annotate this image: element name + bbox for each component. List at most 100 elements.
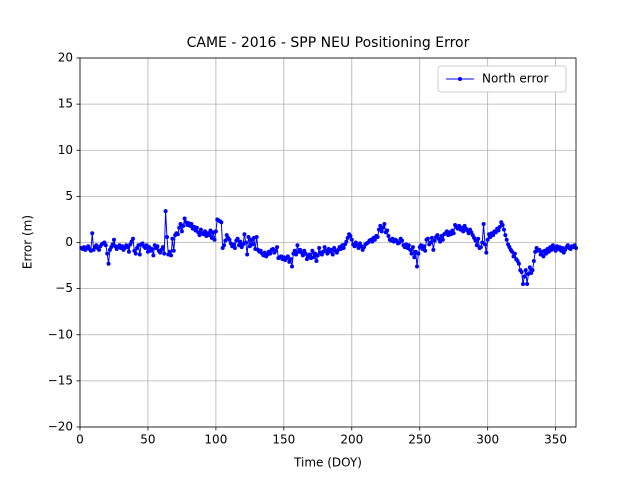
- data-point: [125, 245, 130, 250]
- data-point: [429, 235, 434, 240]
- y-tick-label: 5: [65, 189, 73, 203]
- data-point: [171, 248, 176, 253]
- data-point: [314, 258, 319, 263]
- data-point: [155, 244, 160, 249]
- x-axis-label: Time (DOY): [293, 456, 362, 470]
- x-tick-label: 100: [204, 433, 227, 447]
- data-point: [349, 237, 354, 242]
- data-point: [516, 261, 521, 266]
- data-point: [275, 245, 280, 250]
- data-point: [504, 237, 509, 242]
- data-point: [416, 251, 421, 256]
- data-point: [238, 239, 243, 244]
- data-point: [169, 253, 174, 258]
- data-point: [167, 249, 172, 254]
- data-point: [482, 242, 487, 247]
- data-point: [491, 233, 496, 238]
- data-point: [428, 240, 433, 245]
- data-point: [317, 246, 322, 251]
- data-point: [250, 242, 255, 247]
- data-point: [432, 238, 437, 243]
- x-tick-label: 300: [476, 433, 499, 447]
- data-point: [295, 243, 300, 248]
- chart-title: CAME - 2016 - SPP NEU Positioning Error: [187, 35, 470, 51]
- x-tick-label: 350: [544, 433, 567, 447]
- data-point: [531, 258, 536, 263]
- data-point: [150, 246, 155, 251]
- data-point: [435, 233, 440, 238]
- data-point: [484, 250, 489, 255]
- data-point: [303, 251, 308, 256]
- data-point: [162, 251, 167, 256]
- data-point: [133, 251, 138, 256]
- data-point: [97, 247, 102, 252]
- data-point: [231, 242, 236, 247]
- data-point: [423, 248, 428, 253]
- data-point: [474, 243, 479, 248]
- data-point: [400, 238, 405, 243]
- y-tick-label: −15: [48, 373, 73, 387]
- y-tick-label: −20: [48, 420, 73, 434]
- data-point: [541, 254, 546, 259]
- data-point: [527, 265, 532, 270]
- data-point: [246, 234, 251, 239]
- data-point: [163, 209, 168, 214]
- data-point: [164, 234, 169, 239]
- y-tick-label: −5: [55, 281, 73, 295]
- data-point: [106, 261, 111, 266]
- data-point: [372, 237, 377, 242]
- x-tick-label: 0: [76, 433, 84, 447]
- data-point: [522, 274, 527, 279]
- data-point: [431, 247, 436, 252]
- data-point: [525, 282, 530, 287]
- data-point: [207, 233, 212, 238]
- data-point: [330, 252, 335, 257]
- data-point: [288, 257, 293, 262]
- data-point: [307, 252, 312, 257]
- data-point: [500, 222, 505, 227]
- data-point: [322, 245, 327, 250]
- data-point: [177, 225, 182, 230]
- data-point: [311, 255, 316, 260]
- data-point: [179, 229, 184, 234]
- data-point: [341, 246, 346, 251]
- data-point: [254, 234, 259, 239]
- y-tick-label: 0: [65, 235, 73, 249]
- data-point: [408, 247, 413, 252]
- data-point: [523, 268, 528, 273]
- y-tick-label: −10: [48, 327, 73, 341]
- data-point: [421, 244, 426, 249]
- data-point: [222, 243, 227, 248]
- x-tick-label: 250: [408, 433, 431, 447]
- data-point: [440, 237, 445, 242]
- data-point: [212, 237, 217, 242]
- data-point: [182, 216, 187, 221]
- x-tick-label: 200: [340, 433, 363, 447]
- data-point: [198, 227, 203, 232]
- data-point: [137, 252, 142, 257]
- data-point: [268, 251, 273, 256]
- data-point: [496, 228, 501, 233]
- data-point: [381, 225, 386, 230]
- data-point: [386, 234, 391, 239]
- data-point: [273, 248, 278, 253]
- data-point: [385, 228, 390, 233]
- data-point: [213, 229, 218, 234]
- data-point: [451, 231, 456, 236]
- data-point: [348, 234, 353, 239]
- data-point: [310, 248, 315, 253]
- y-axis-label: Error (m): [21, 215, 35, 269]
- data-point: [232, 246, 237, 251]
- data-point: [476, 236, 481, 241]
- data-point: [481, 222, 486, 227]
- data-point: [406, 243, 411, 248]
- legend-label: North error: [482, 72, 548, 86]
- data-point: [315, 253, 320, 258]
- data-point: [289, 264, 294, 269]
- data-point: [379, 229, 384, 234]
- data-point: [412, 255, 417, 260]
- data-point: [103, 243, 108, 248]
- data-point: [175, 232, 180, 237]
- data-point: [189, 222, 194, 227]
- plot-frame: [79, 57, 577, 428]
